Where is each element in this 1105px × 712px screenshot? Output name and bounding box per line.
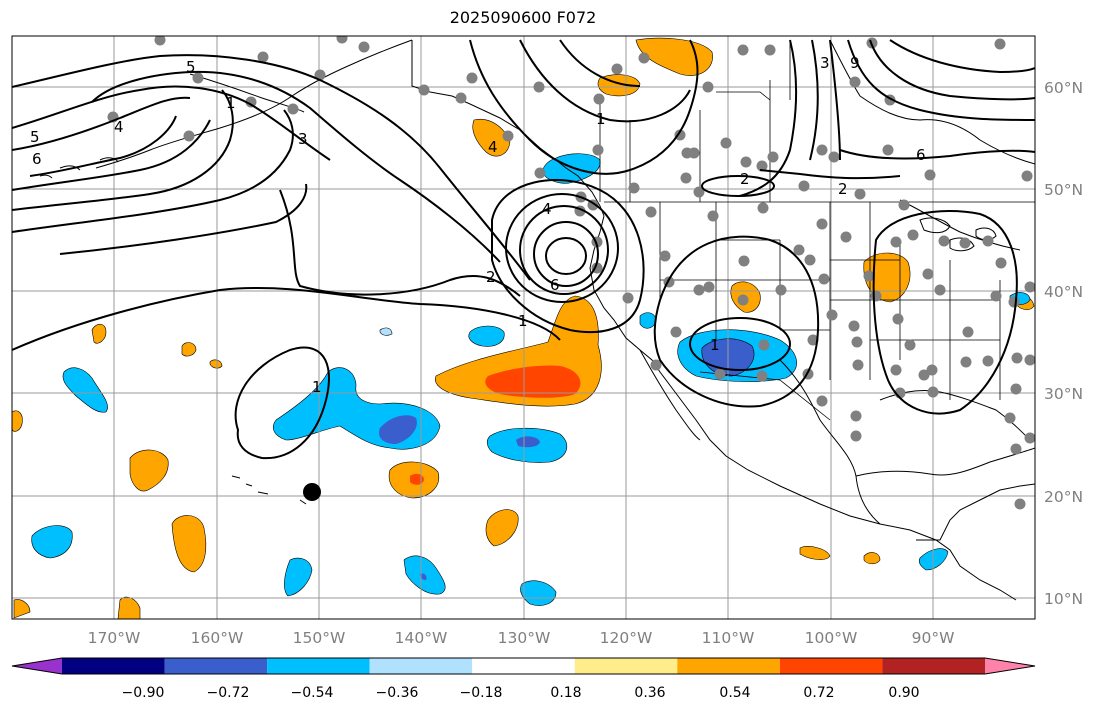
contour-labels: 5 4 5 6 3 1 9 3 6 2 4 2 4 6 2 1 1 1 1 (30, 54, 926, 396)
colorbar-tick-label: 0.18 (550, 685, 581, 701)
colorbar-segment (62, 658, 165, 674)
shade-cold-3 (31, 525, 73, 559)
shade-cold-mid-core (516, 436, 540, 448)
lon-label: 150°W (293, 629, 346, 647)
shade-warm-w6 (12, 410, 23, 432)
colorbar-segment (164, 658, 268, 674)
point-marker (303, 483, 321, 501)
colorbar-segment (472, 658, 575, 674)
longitude-labels: 170°W 160°W 150°W 140°W 130°W 120°W 110°… (88, 629, 955, 647)
contour-label: 2 (486, 268, 496, 286)
colorbar-tick-label: −0.72 (207, 685, 250, 701)
contour-label: 2 (740, 170, 750, 188)
contour-lines (12, 39, 1035, 460)
lat-label: 30°N (1044, 385, 1083, 403)
shade-warm-nw (209, 359, 223, 369)
lat-label: 60°N (1044, 79, 1083, 97)
contour-label: 3 (298, 130, 308, 148)
contour-label: 1 (518, 312, 528, 330)
latitude-labels: 60°N 50°N 40°N 30°N 20°N 10°N (1044, 79, 1083, 608)
colorbar-tick-label: 0.90 (888, 685, 919, 701)
shade-warm-w4 (91, 323, 107, 344)
colorbar-tick-label: 0.72 (803, 685, 834, 701)
contour-label: 5 (186, 58, 196, 76)
political-borders (599, 40, 1035, 421)
colorbar-tick-label: −0.36 (376, 685, 419, 701)
colorbar-segment (574, 658, 678, 674)
shade-warm-mexico (799, 546, 831, 560)
shade-warm-gulf-alaska (472, 118, 511, 157)
station-markers (107, 36, 1035, 510)
contour-label: 4 (542, 200, 552, 218)
colorbar: −0.90 −0.72 −0.54 −0.36 −0.18 0.18 0.36 … (11, 657, 1036, 701)
lon-label: 110°W (702, 629, 755, 647)
map-border (11, 35, 1036, 620)
colorbar-segment (267, 658, 370, 674)
shade-cold-5 (284, 557, 313, 597)
contour-label: 3 (820, 54, 830, 72)
contour-label: 1 (710, 336, 720, 354)
colorbar-segment (779, 658, 883, 674)
colorbar-tick-labels: −0.90 −0.72 −0.54 −0.36 −0.18 0.18 0.36 … (122, 685, 920, 701)
lon-label: 130°W (498, 629, 551, 647)
colorbar-segment (985, 658, 1035, 674)
contour-label: 6 (550, 276, 560, 294)
shade-cold-9 (379, 327, 393, 336)
colorbar-segment (369, 658, 473, 674)
contour-label: 6 (916, 146, 926, 164)
shade-cold-central-america (918, 548, 949, 571)
colorbar-tick-label: 0.36 (634, 685, 665, 701)
lon-label: 140°W (395, 629, 448, 647)
shade-red-core (485, 365, 581, 398)
lat-label: 10°N (1044, 590, 1083, 608)
contour-label: 2 (838, 180, 848, 198)
lon-label: 170°W (88, 629, 141, 647)
shade-cold-4-core (420, 573, 427, 580)
contour-label: 4 (488, 138, 498, 156)
lon-label: 90°W (912, 629, 955, 647)
shade-warm-w5 (181, 342, 197, 357)
shade-cold-1 (468, 325, 505, 347)
colorbar-tick-label: 0.54 (719, 685, 750, 701)
lat-label: 50°N (1044, 181, 1083, 199)
colorbar-segments (11, 657, 1036, 675)
colorbar-segment (677, 658, 780, 674)
shade-warm-w7 (13, 599, 31, 619)
contour-label: 1 (312, 378, 322, 396)
contour-label: 5 (30, 128, 40, 146)
colorbar-segment (882, 658, 985, 674)
shade-cold-central-core (378, 415, 417, 444)
colorbar-tick-label: −0.54 (291, 685, 334, 701)
colorbar-tick-label: −0.90 (122, 685, 165, 701)
shade-cold-2 (62, 367, 108, 413)
shade-warm-w1 (129, 449, 169, 492)
colorbar-segment (12, 658, 62, 674)
lon-label: 160°W (191, 629, 244, 647)
shade-warm-w3 (485, 509, 519, 547)
lat-label: 40°N (1044, 283, 1083, 301)
colorbar-tick-label: −0.18 (460, 685, 503, 701)
contour-label: 4 (114, 118, 124, 136)
shade-warm-w2 (171, 515, 207, 573)
colorbar-outline (11, 657, 1036, 675)
lon-label: 120°W (600, 629, 653, 647)
contour-label: 9 (850, 54, 860, 72)
lon-label: 100°W (805, 629, 858, 647)
shade-cold-6 (520, 580, 557, 606)
contour-label: 6 (32, 150, 42, 168)
contour-label: 1 (226, 94, 236, 112)
contour-label: 1 (596, 110, 606, 128)
shaded-anomaly-regions (12, 37, 1035, 619)
shade-cold-7 (639, 312, 657, 329)
shade-warm-mexico2 (863, 552, 881, 565)
lat-label: 20°N (1044, 488, 1083, 506)
map-title: 2025090600 F072 (449, 8, 597, 27)
